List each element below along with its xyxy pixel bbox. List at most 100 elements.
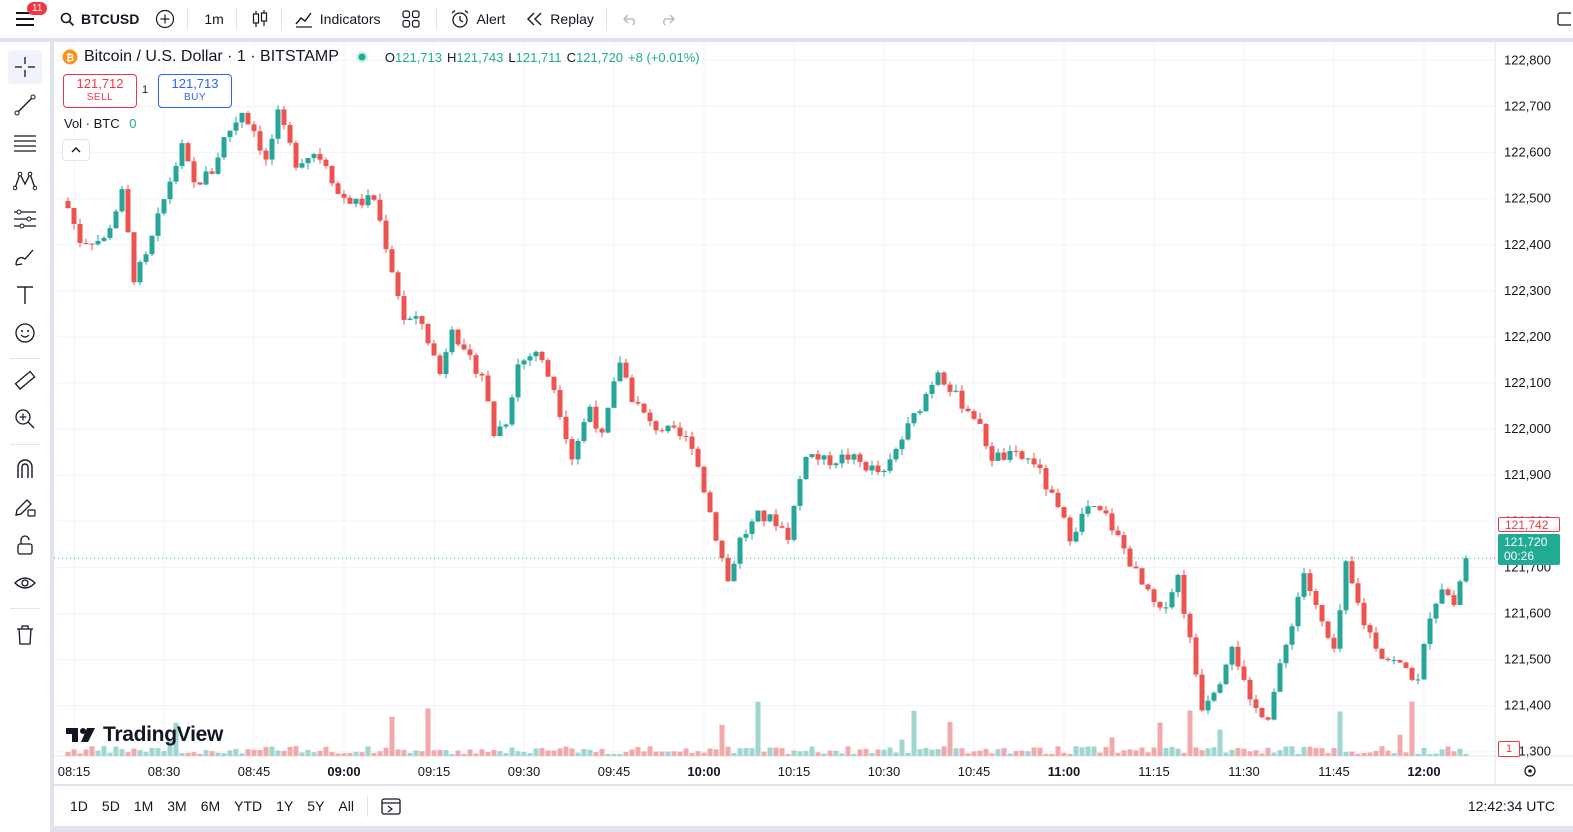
volume-bar	[245, 749, 251, 756]
hide-tool[interactable]	[8, 566, 42, 600]
collapse-legend-button[interactable]	[62, 139, 90, 161]
candle-up	[1337, 610, 1343, 649]
volume-bar	[731, 753, 737, 756]
compare-button[interactable]	[155, 0, 175, 38]
divider	[235, 8, 237, 30]
window-icon	[1557, 12, 1571, 26]
x-tick-label: 08:15	[58, 764, 91, 779]
symbol-title[interactable]: Bitcoin / U.S. Dollar · 1 · BITSTAMP	[84, 48, 339, 65]
delete-tool[interactable]	[8, 618, 42, 652]
measure-tool[interactable]	[8, 364, 42, 398]
crosshair-icon	[15, 57, 35, 77]
chart-type-button[interactable]	[251, 0, 269, 38]
candle-down	[1157, 601, 1163, 608]
tradingview-logo[interactable]: TradingView	[66, 723, 223, 747]
candle-down	[455, 329, 461, 345]
candle-up	[161, 199, 167, 214]
layout-button[interactable]	[401, 0, 420, 38]
y-tick-label: 122,600	[1504, 145, 1551, 160]
candle-up	[275, 109, 281, 139]
volume-bar	[1031, 747, 1037, 756]
volume-bar	[611, 753, 617, 756]
volume-bar	[1319, 748, 1325, 756]
text-tool[interactable]	[8, 278, 42, 312]
fib-tool[interactable]	[8, 126, 42, 160]
menu-button[interactable]: 11	[0, 0, 50, 38]
y-tick-label: 122,800	[1504, 52, 1551, 67]
volume-legend[interactable]: Vol · BTC 0	[64, 116, 136, 131]
volume-bar	[1211, 747, 1217, 756]
pattern-tool[interactable]	[8, 164, 42, 198]
volume-bar	[1025, 751, 1031, 756]
volume-bar	[767, 747, 773, 756]
volume-bar	[1271, 752, 1277, 756]
trend-line-tool[interactable]	[8, 88, 42, 122]
ohlc-values: O 121,713 H 121,743 L 121,711 C 121,720 +8 (…	[385, 50, 705, 65]
settings-icon-dot	[1528, 769, 1532, 773]
utc-clock[interactable]: 12:42:34 UTC	[1467, 798, 1555, 814]
buy-button[interactable]: 121,713 BUY	[158, 74, 232, 108]
volume-bar	[1343, 751, 1349, 756]
volume-bar	[1193, 747, 1199, 756]
volume-bar	[1457, 748, 1463, 756]
candle-down	[557, 389, 563, 417]
volume-bar	[401, 749, 407, 756]
volume-bar	[893, 752, 899, 756]
price-chart[interactable]: 121,300121,400121,500121,600121,700121,8…	[54, 42, 1573, 784]
candle-up	[1391, 660, 1397, 662]
goto-date-button[interactable]	[380, 796, 402, 816]
crosshair-tool[interactable]	[8, 50, 42, 84]
candle-down	[467, 349, 473, 356]
candle-down	[1019, 451, 1025, 459]
volume-bar	[911, 710, 917, 756]
volume-bar	[1241, 748, 1247, 756]
volume-bar	[239, 753, 245, 756]
candle-up	[365, 195, 371, 206]
candle-up	[1205, 700, 1211, 711]
range-button[interactable]: 5Y	[307, 798, 325, 814]
volume-bar	[857, 749, 863, 756]
candle-down	[707, 492, 713, 513]
volume-bar	[533, 748, 539, 756]
symbol-search[interactable]: BTCUSD	[60, 0, 139, 38]
range-button[interactable]: 1D	[70, 798, 88, 814]
zoom-tool[interactable]	[8, 402, 42, 436]
candle-down	[65, 201, 71, 209]
undo-button[interactable]	[621, 0, 639, 38]
range-button[interactable]: YTD	[234, 798, 263, 814]
fullscreen-button[interactable]	[1557, 0, 1571, 38]
volume-bar	[1397, 734, 1403, 756]
forecast-tool[interactable]	[8, 202, 42, 236]
volume-bar	[299, 752, 305, 756]
redo-button[interactable]	[659, 0, 677, 38]
indicators-button[interactable]: Indicators	[294, 0, 381, 38]
range-button[interactable]: 1M	[133, 798, 154, 814]
candle-up	[1457, 581, 1463, 605]
replay-button[interactable]: Replay	[526, 0, 594, 38]
candle-up	[137, 261, 143, 283]
candle-down	[491, 401, 497, 436]
brush-tool[interactable]	[8, 240, 42, 274]
lock-tool[interactable]	[8, 528, 42, 562]
range-button[interactable]: 5D	[101, 798, 120, 814]
candle-down	[725, 558, 731, 582]
lock-drawings-tool[interactable]	[8, 490, 42, 524]
magnet-tool[interactable]	[8, 452, 42, 486]
candle-down	[701, 466, 707, 493]
unlock-icon	[17, 535, 33, 555]
chart-pane[interactable]: 121,300121,400121,500121,600121,700121,8…	[54, 42, 1573, 784]
volume-bar	[965, 753, 971, 756]
alert-button[interactable]: Alert	[449, 0, 505, 38]
candle-down	[281, 109, 287, 126]
sell-button[interactable]: 121,712 SELL	[63, 74, 137, 108]
spread-value: 1	[142, 84, 149, 96]
calendar-range-icon	[381, 798, 401, 815]
emoji-tool[interactable]	[8, 316, 42, 350]
range-button[interactable]: 1Y	[276, 798, 294, 814]
range-button[interactable]: All	[338, 798, 354, 814]
range-button[interactable]: 3M	[167, 798, 187, 814]
candle-up	[923, 393, 929, 412]
range-button[interactable]: 6M	[200, 798, 221, 814]
volume-bar	[641, 751, 647, 756]
interval-button[interactable]: 1m	[204, 11, 224, 27]
